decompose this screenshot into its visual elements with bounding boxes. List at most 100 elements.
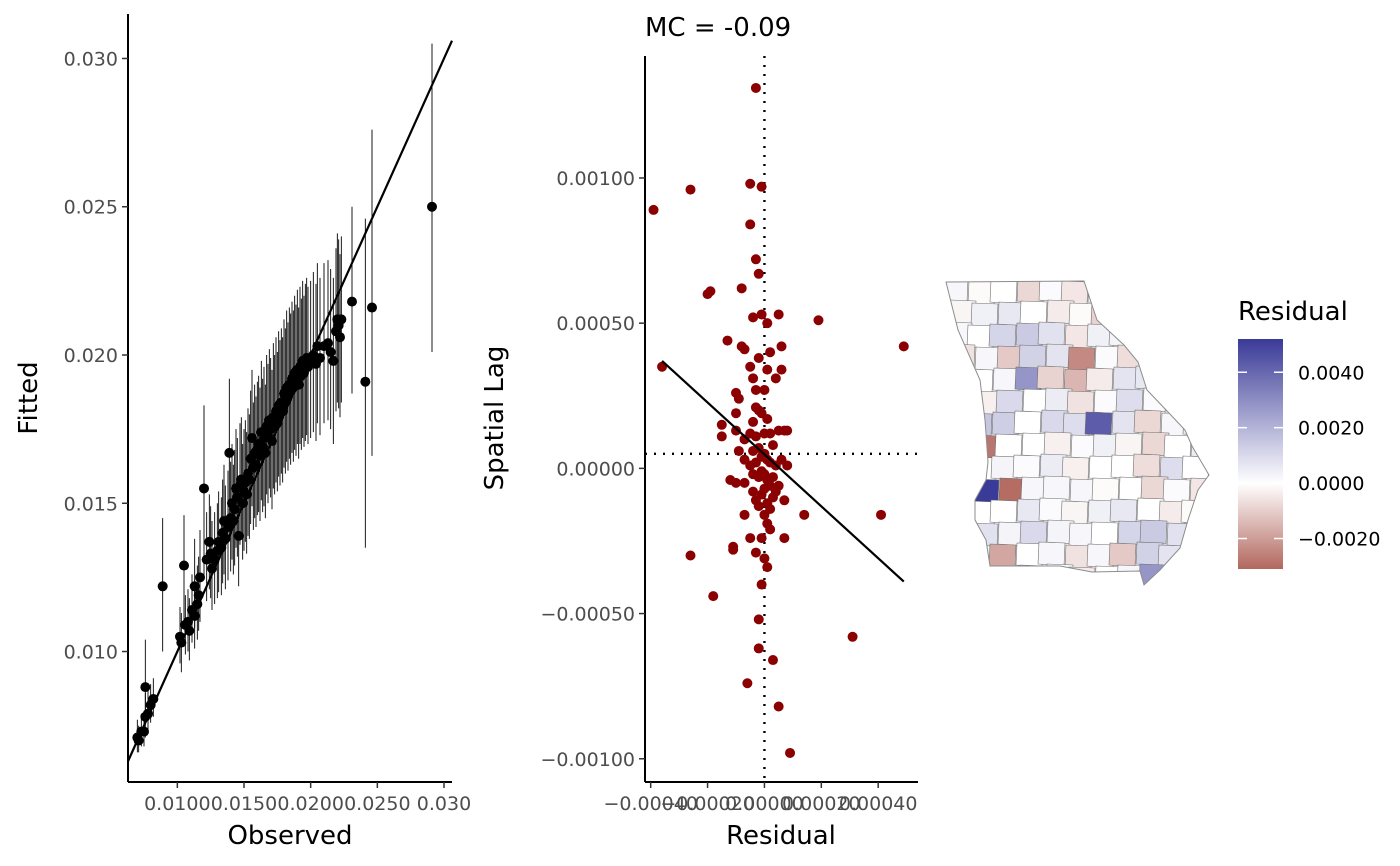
data-point [847,631,858,642]
data-point [813,315,824,326]
data-point [773,480,784,491]
data-point [753,614,764,625]
data-point [335,332,345,343]
data-point [745,178,756,189]
data-point [753,353,764,364]
data-point [739,509,750,520]
county-region [1157,324,1186,350]
data-points [132,201,437,746]
county-region [950,431,979,457]
data-point [765,504,776,515]
data-point [277,406,288,417]
county-region [946,453,970,479]
y-tick-label: 0.030 [64,48,118,70]
county-region [965,368,994,394]
x-tick-label: 0.00040 [839,793,918,815]
data-point [750,254,761,265]
county-region [1184,543,1209,569]
x-tick-label: 0.00020 [782,793,861,815]
data-point [773,309,784,320]
data-point [224,447,235,458]
legend-tick-label: −0.0020 [1298,529,1380,551]
data-point [237,498,248,509]
data-point [753,268,764,279]
county-region [1180,281,1209,305]
data-point [272,418,283,429]
county-region [994,433,1023,459]
data-point [336,314,347,325]
data-point [216,542,227,553]
legend-tick-label: 0.0000 [1298,473,1364,495]
data-point [736,283,747,294]
data-point [184,625,195,636]
legend-ticks: 0.0040 0.0020 0.0000 −0.0020 [1238,362,1380,551]
legend-colorbar [1238,339,1283,569]
data-point [767,655,778,666]
county-region [1018,564,1047,585]
data-point [716,419,727,430]
data-point [776,341,787,352]
county-region [1114,432,1143,458]
data-point [195,572,205,583]
county-region [1109,281,1138,304]
data-point [762,414,773,424]
chart-title: MC = -0.09 [645,13,791,43]
data-point [750,82,761,93]
data-point [189,581,200,592]
data-point [748,373,759,384]
county-region [1042,475,1071,501]
county-region [1166,302,1195,328]
y-tick-label: −0.00100 [541,749,636,771]
data-point [648,204,659,215]
county-region [1136,281,1165,303]
data-point [293,379,304,390]
data-point [770,373,781,384]
y-tick-label: 0.00050 [556,313,635,335]
data-point [685,550,696,561]
data-point [739,344,750,355]
county-region [1109,498,1138,524]
data-point [745,361,756,372]
data-point [731,477,741,488]
y-tick-label: 0.020 [64,345,118,367]
county-region [1139,519,1168,545]
data-point [148,693,159,704]
data-point [199,483,209,494]
county-region [1133,409,1162,435]
y-axis-label: Fitted [14,361,44,434]
data-point [782,425,793,436]
data-point [739,477,750,488]
county-region [1134,365,1163,391]
county-region [1019,300,1048,326]
county-region [1066,390,1095,416]
county-region [946,497,969,523]
data-point [750,431,761,442]
county-region [1018,344,1047,370]
data-point [731,408,741,419]
residual-map-panel: Residual 0.0040 0.0020 0.0000 −0.0020 [945,280,1380,586]
data-point [133,735,144,746]
x-tick-label: 0.00000 [725,793,804,815]
data-point [767,440,778,451]
data-point [193,590,204,601]
data-point [745,533,756,544]
x-tick-label: 0.0150 [211,793,277,815]
data-point [157,581,168,592]
data-point [183,616,193,627]
y-ticks: −0.00100 −0.00050 0.00000 0.00050 0.00100 [541,168,645,771]
data-point [347,296,357,307]
x-tick-label: 0.0200 [277,793,343,815]
data-point [722,335,733,346]
y-tick-label: 0.025 [64,197,118,219]
county-region [948,519,977,545]
county-region [964,412,993,438]
data-point [762,364,773,375]
data-point [367,302,377,313]
moran-scatter-panel: MC = -0.09 −0.00100 −0.00050 0.00000 0.0005… [480,13,918,851]
county-region [1165,566,1194,585]
data-point [731,425,741,436]
data-point [192,599,203,610]
data-point [748,312,759,323]
data-point [244,474,255,485]
county-region [1162,478,1191,504]
